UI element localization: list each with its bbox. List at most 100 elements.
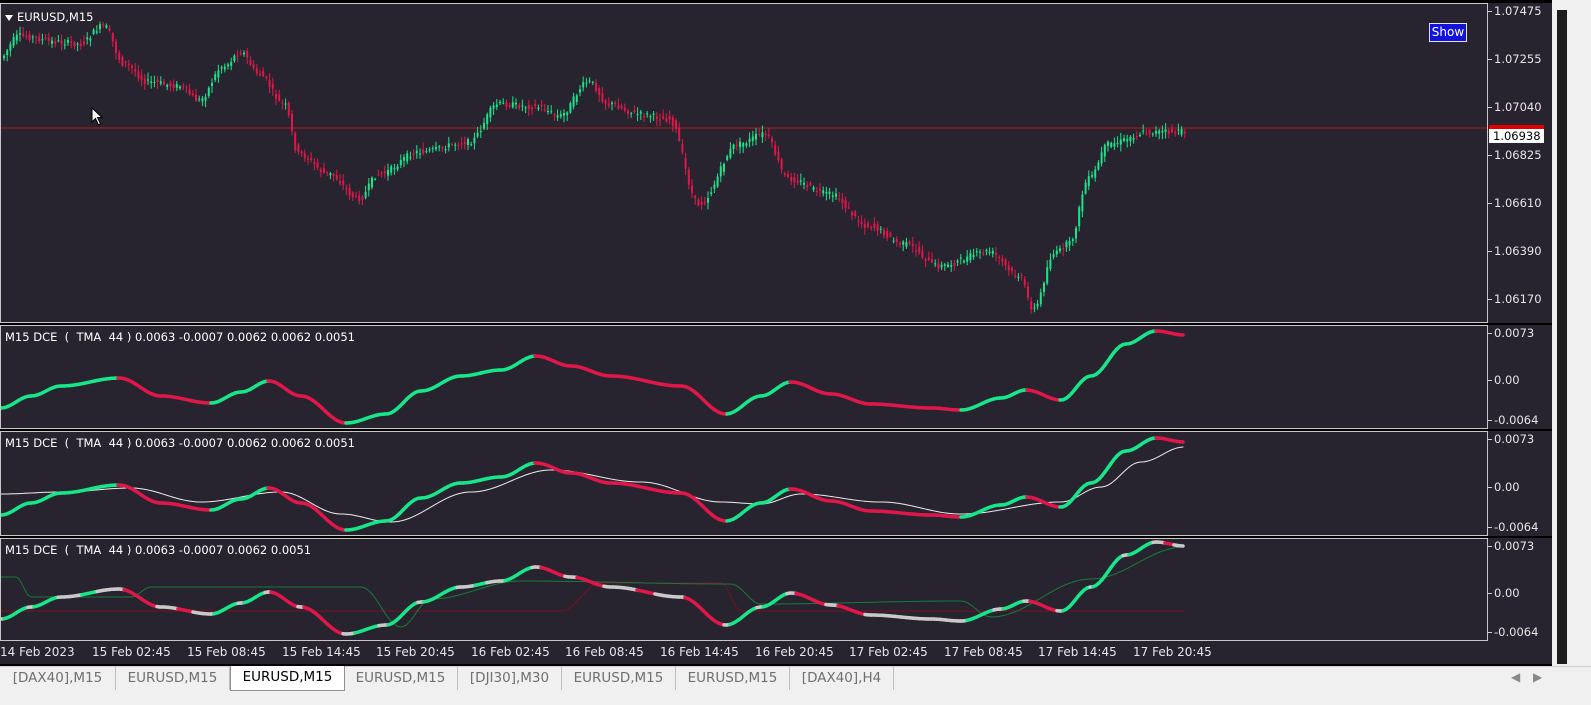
- candle-body: [749, 139, 751, 142]
- tab-scroll-right-icon[interactable]: ▶: [1533, 670, 1542, 684]
- signal-line: [1078, 495, 1081, 497]
- candle-body: [877, 224, 879, 230]
- candle-body: [1069, 241, 1071, 245]
- show-button[interactable]: Show: [1429, 23, 1467, 42]
- indicator-tick: -0.0064: [1494, 414, 1538, 426]
- candle-body: [787, 174, 789, 177]
- candle-body: [803, 183, 805, 185]
- level-line-green: [1141, 560, 1144, 562]
- chart-tab[interactable]: EURUSD,M15: [562, 667, 676, 690]
- indicator-pane-3[interactable]: M15 DCE ( TMA 44 ) 0.0063 -0.0007 0.0062…: [0, 538, 1488, 641]
- candle-body: [537, 107, 539, 109]
- candle-body: [339, 181, 341, 184]
- candle-body: [285, 104, 287, 105]
- candle-body: [1142, 131, 1144, 132]
- signal-line: [1159, 455, 1162, 457]
- candle-body: [752, 136, 754, 140]
- candle-body: [387, 170, 389, 175]
- candle-body: [496, 105, 498, 108]
- candle-body: [73, 42, 75, 47]
- price-chart-pane[interactable]: EURUSD,M15 Show: [0, 3, 1488, 323]
- chart-tab[interactable]: [DAX40],M15: [0, 667, 116, 690]
- candle-body: [608, 104, 610, 106]
- level-line-green: [970, 604, 973, 606]
- candle-body: [1088, 176, 1090, 186]
- signal-line: [1129, 465, 1132, 467]
- candle-body: [576, 95, 578, 102]
- candle-body: [979, 252, 981, 253]
- candle-body: [457, 145, 459, 146]
- candle-body: [483, 123, 485, 129]
- candle-body: [861, 222, 863, 224]
- candle-body: [579, 89, 581, 92]
- level-line-green: [28, 595, 31, 597]
- chart-tab[interactable]: EURUSD,M15: [116, 667, 230, 690]
- candle-body: [448, 143, 450, 147]
- candle-body: [755, 134, 757, 140]
- candle-body: [1107, 142, 1109, 146]
- signal-line: [418, 513, 421, 515]
- price-scale[interactable]: 1.07475 1.07255 1.07040 1.06825 1.06610 …: [1488, 3, 1552, 323]
- mouse-cursor-icon: [91, 107, 105, 127]
- level-line-green: [1138, 561, 1141, 563]
- level-line-green: [1126, 568, 1129, 570]
- candle-body: [1091, 175, 1093, 177]
- candle-body: [163, 82, 165, 85]
- level-line-red: [571, 604, 574, 607]
- candle-body: [531, 108, 533, 110]
- symbol-title[interactable]: EURUSD,M15: [5, 10, 93, 24]
- tab-scroll-left-icon[interactable]: ◀: [1511, 670, 1520, 684]
- dropdown-triangle-icon[interactable]: [5, 15, 13, 21]
- chart-tab[interactable]: EURUSD,M15: [676, 667, 790, 690]
- candle-body: [1046, 267, 1048, 283]
- candle-body: [1129, 137, 1131, 141]
- candle-body: [1001, 258, 1003, 261]
- candle-body: [25, 36, 27, 37]
- vertical-scrollbar[interactable]: [1557, 10, 1567, 664]
- time-label: 17 Feb 14:45: [1038, 645, 1117, 659]
- candle-body: [905, 242, 907, 247]
- candle-body: [406, 153, 408, 161]
- indicator-pane-2[interactable]: M15 DCE ( TMA 44 ) 0.0063 -0.0007 0.0062…: [0, 431, 1488, 536]
- time-label: 17 Feb 20:45: [1133, 645, 1212, 659]
- candle-body: [825, 192, 827, 194]
- candle-body: [553, 114, 555, 115]
- candle-body: [502, 103, 504, 104]
- candle-body: [736, 145, 738, 146]
- level-line-green: [736, 585, 739, 587]
- level-line-green: [142, 589, 145, 591]
- candle-body: [64, 45, 66, 46]
- candle-body: [173, 84, 175, 88]
- signal-line: [442, 499, 445, 501]
- candle-body: [873, 224, 875, 228]
- candle-body: [438, 146, 440, 147]
- signal-line: [433, 504, 436, 506]
- level-line-green: [22, 584, 25, 590]
- candle-body: [240, 53, 242, 54]
- candle-body: [9, 44, 11, 51]
- candle-body: [505, 102, 507, 106]
- candle-body: [461, 143, 463, 144]
- candle-body: [896, 239, 898, 242]
- time-axis[interactable]: 14 Feb 2023 15 Feb 02:45 15 Feb 08:45 15…: [0, 641, 1552, 664]
- level-line-red: [577, 598, 580, 601]
- chart-tab[interactable]: [DJI30],M30: [458, 667, 562, 690]
- indicator-pane-1[interactable]: M15 DCE ( TMA 44 ) 0.0063 -0.0007 0.0062…: [0, 325, 1488, 429]
- chart-tab-active[interactable]: EURUSD,M15: [230, 666, 345, 691]
- candle-body: [169, 83, 171, 86]
- candle-body: [80, 44, 82, 46]
- time-label: 16 Feb 20:45: [755, 645, 834, 659]
- candle-body: [205, 97, 207, 101]
- candle-body: [557, 115, 559, 117]
- level-line-red: [727, 589, 730, 595]
- candle-body: [797, 181, 799, 183]
- chart-tab[interactable]: [DAX40],H4: [790, 667, 894, 690]
- candle-body: [953, 263, 955, 266]
- candle-body: [329, 173, 331, 175]
- candle-body: [1062, 248, 1064, 250]
- candle-body: [627, 110, 629, 113]
- candle-body: [915, 250, 917, 251]
- chart-tab[interactable]: EURUSD,M15: [344, 667, 458, 690]
- candle-body: [566, 112, 568, 115]
- candle-body: [435, 147, 437, 149]
